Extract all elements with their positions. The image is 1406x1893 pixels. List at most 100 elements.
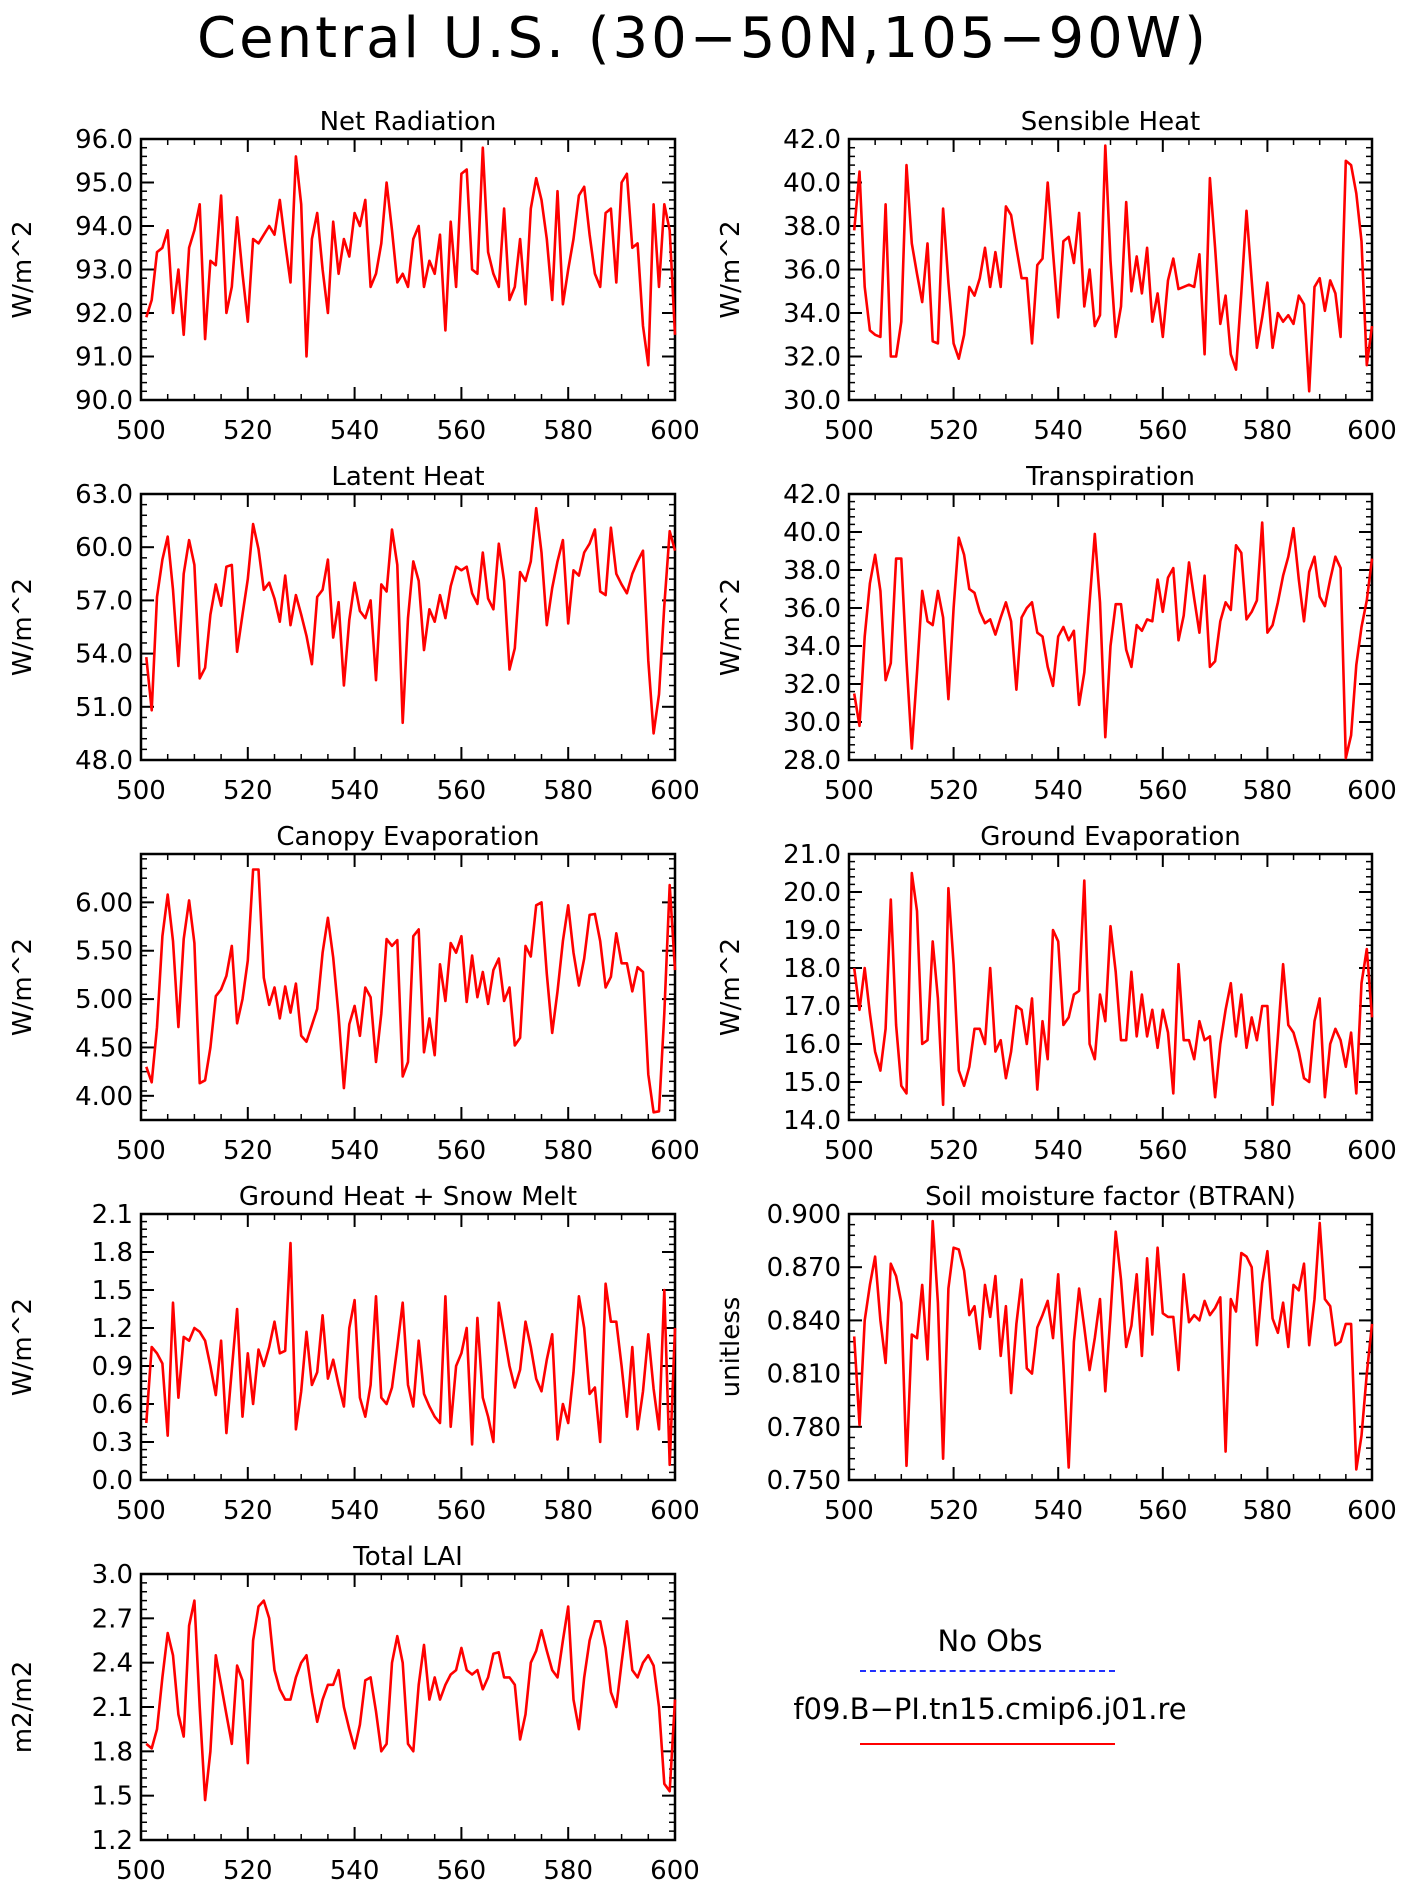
y-tick-label: 0.750	[767, 1466, 841, 1496]
y-tick-label: 38.0	[783, 212, 841, 242]
x-tick-label: 520	[223, 1496, 273, 1526]
y-tick-label: 5.00	[75, 985, 133, 1015]
x-tick-label: 540	[330, 416, 380, 446]
y-tick-label: 28.0	[783, 746, 841, 776]
y-axis-label: W/m^2	[716, 938, 746, 1036]
x-tick-label: 580	[1243, 776, 1293, 806]
chart-title: Net Radiation	[320, 107, 497, 137]
plot-frame	[139, 1572, 677, 1842]
y-tick-label: 6.00	[75, 888, 133, 918]
y-tick-label: 20.0	[783, 878, 841, 908]
x-tick-label: 540	[330, 1856, 380, 1886]
y-tick-label: 34.0	[783, 299, 841, 329]
y-tick-label: 0.870	[767, 1253, 841, 1283]
y-tick-label: 48.0	[75, 746, 133, 776]
y-tick-label: 16.0	[783, 1030, 841, 1060]
x-tick-label: 500	[824, 416, 874, 446]
x-tick-label: 540	[1033, 1496, 1083, 1526]
y-tick-label: 2.4	[92, 1649, 133, 1679]
series-line	[852, 871, 1374, 1107]
x-tick-label: 560	[1138, 776, 1188, 806]
x-tick-label: 560	[1138, 1496, 1188, 1526]
x-tick-label: 560	[1138, 416, 1188, 446]
y-tick-label: 30.0	[783, 386, 841, 416]
y-tick-label: 93.0	[75, 256, 133, 286]
plot-frame	[847, 852, 1374, 1122]
x-tick-label: 600	[650, 416, 700, 446]
x-tick-label: 580	[1243, 1496, 1293, 1526]
chart-3: 500 520 540 560 580 600 48.0 51.0 54.0 57.0 60.0 63…	[8, 462, 700, 806]
page-title: Central U.S. (30−50N,105−90W)	[197, 6, 1209, 71]
x-tick-label: 500	[824, 776, 874, 806]
y-axis-label: W/m^2	[716, 220, 746, 318]
x-tick-label: 600	[650, 1496, 700, 1526]
y-tick-label: 42.0	[783, 125, 841, 155]
series-line	[145, 1241, 677, 1467]
x-tick-label: 560	[437, 416, 487, 446]
y-tick-label: 1.8	[92, 1238, 133, 1268]
x-tick-label: 560	[437, 776, 487, 806]
chart-title: Ground Evaporation	[980, 822, 1240, 852]
y-tick-label: 42.0	[783, 480, 841, 510]
y-tick-label: 19.0	[783, 916, 841, 946]
x-tick-label: 600	[1347, 776, 1397, 806]
x-tick-label: 600	[650, 1856, 700, 1886]
y-tick-label: 18.0	[783, 954, 841, 984]
x-tick-label: 540	[1033, 1136, 1083, 1166]
series-line	[145, 506, 677, 735]
y-tick-label: 32.0	[783, 670, 841, 700]
y-tick-label: 14.0	[783, 1106, 841, 1136]
x-tick-label: 560	[437, 1136, 487, 1166]
y-tick-label: 51.0	[75, 693, 133, 723]
legend-model-line	[860, 1743, 1115, 1745]
x-tick-label: 600	[650, 776, 700, 806]
y-axis-label: W/m^2	[8, 578, 38, 676]
y-tick-label: 5.50	[75, 937, 133, 967]
x-tick-label: 520	[223, 1856, 273, 1886]
y-tick-label: 2.7	[92, 1604, 133, 1634]
chart-1: 500 520 540 560 580 600 90.0 91.0 92.0 93.0 94.0 95…	[8, 107, 700, 446]
chart-2: 500 520 540 560 580 600 30.0 32.0 34.0 36.0 38.0 40…	[716, 107, 1397, 446]
y-tick-label: 40.0	[783, 518, 841, 548]
y-axis-label: W/m^2	[716, 578, 746, 676]
chart-title: Transpiration	[1025, 462, 1195, 492]
x-tick-label: 580	[543, 1496, 593, 1526]
series-line	[145, 1599, 677, 1802]
x-tick-label: 580	[543, 776, 593, 806]
x-tick-label: 600	[1347, 1496, 1397, 1526]
x-tick-label: 520	[929, 776, 979, 806]
y-tick-label: 1.2	[92, 1314, 133, 1344]
x-tick-label: 520	[929, 416, 979, 446]
y-tick-label: 96.0	[75, 125, 133, 155]
y-axis-label: W/m^2	[8, 220, 38, 318]
x-tick-label: 500	[116, 776, 166, 806]
x-tick-label: 500	[116, 1136, 166, 1166]
y-tick-label: 0.900	[767, 1200, 841, 1230]
y-tick-label: 0.9	[92, 1352, 133, 1382]
y-axis-label: W/m^2	[8, 1298, 38, 1396]
x-tick-label: 600	[1347, 416, 1397, 446]
x-tick-label: 500	[116, 1496, 166, 1526]
chart-title: Ground Heat + Snow Melt	[239, 1182, 577, 1212]
x-tick-label: 600	[650, 1136, 700, 1166]
chart-title: Latent Heat	[331, 462, 484, 492]
y-tick-label: 95.0	[75, 169, 133, 199]
y-tick-label: 36.0	[783, 256, 841, 286]
x-tick-label: 540	[330, 776, 380, 806]
x-tick-label: 580	[543, 1136, 593, 1166]
y-tick-label: 30.0	[783, 708, 841, 738]
y-axis-label: m2/m2	[8, 1661, 38, 1754]
series-line	[145, 146, 677, 367]
y-tick-label: 0.810	[767, 1360, 841, 1390]
chart-title: Sensible Heat	[1021, 107, 1200, 137]
x-tick-label: 500	[824, 1136, 874, 1166]
x-tick-label: 500	[116, 1856, 166, 1886]
y-tick-label: 17.0	[783, 992, 841, 1022]
y-tick-label: 1.8	[92, 1737, 133, 1767]
y-tick-label: 2.1	[92, 1200, 133, 1230]
chart-9: 500 520 540 560 580 600 1.2 1.5 1.8 2.1 2.4 2.7 3.0 T…	[8, 1542, 700, 1886]
x-tick-label: 520	[929, 1496, 979, 1526]
y-tick-label: 92.0	[75, 299, 133, 329]
x-tick-label: 540	[330, 1136, 380, 1166]
